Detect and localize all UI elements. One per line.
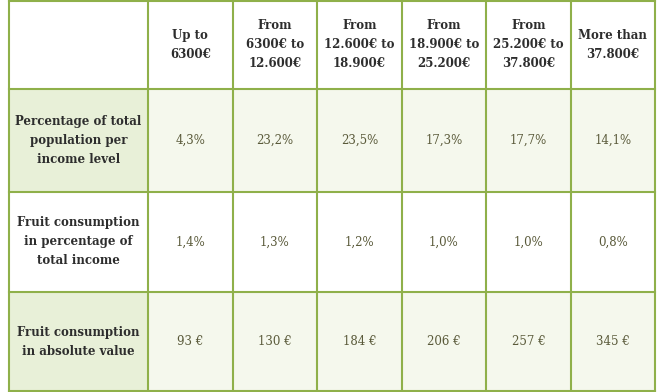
Bar bbox=[9, 292, 148, 391]
Text: 23,5%: 23,5% bbox=[341, 134, 378, 147]
Text: 1,0%: 1,0% bbox=[429, 236, 459, 249]
Bar bbox=[233, 1, 317, 89]
Bar bbox=[233, 89, 317, 192]
Text: More than
37.800€: More than 37.800€ bbox=[578, 29, 647, 61]
Bar bbox=[571, 192, 655, 292]
Bar bbox=[571, 1, 655, 89]
Bar bbox=[148, 292, 233, 391]
Text: 1,3%: 1,3% bbox=[260, 236, 290, 249]
Text: Up to
6300€: Up to 6300€ bbox=[170, 29, 211, 61]
Bar bbox=[9, 1, 148, 89]
Text: 17,7%: 17,7% bbox=[510, 134, 547, 147]
Text: From
18.900€ to
25.200€: From 18.900€ to 25.200€ bbox=[409, 19, 479, 70]
Text: Fruit consumption
in absolute value: Fruit consumption in absolute value bbox=[17, 325, 140, 358]
Text: 257 €: 257 € bbox=[512, 335, 545, 348]
Text: 4,3%: 4,3% bbox=[175, 134, 205, 147]
Bar bbox=[401, 192, 486, 292]
Bar bbox=[571, 89, 655, 192]
Text: 1,4%: 1,4% bbox=[175, 236, 205, 249]
Bar bbox=[401, 292, 486, 391]
Bar bbox=[233, 192, 317, 292]
Bar bbox=[317, 89, 401, 192]
Bar bbox=[401, 1, 486, 89]
Bar bbox=[571, 292, 655, 391]
Bar bbox=[401, 89, 486, 192]
Bar bbox=[9, 192, 148, 292]
Text: From
6300€ to
12.600€: From 6300€ to 12.600€ bbox=[246, 19, 304, 70]
Bar bbox=[9, 89, 148, 192]
Bar bbox=[486, 1, 571, 89]
Bar bbox=[486, 89, 571, 192]
Text: 93 €: 93 € bbox=[177, 335, 204, 348]
Bar bbox=[486, 192, 571, 292]
Text: 23,2%: 23,2% bbox=[256, 134, 294, 147]
Text: 14,1%: 14,1% bbox=[595, 134, 631, 147]
Bar bbox=[233, 292, 317, 391]
Bar bbox=[317, 292, 401, 391]
Text: 184 €: 184 € bbox=[342, 335, 376, 348]
Bar bbox=[317, 192, 401, 292]
Bar bbox=[317, 1, 401, 89]
Text: 345 €: 345 € bbox=[596, 335, 630, 348]
Bar bbox=[486, 292, 571, 391]
Bar bbox=[148, 89, 233, 192]
Text: Fruit consumption
in percentage of
total income: Fruit consumption in percentage of total… bbox=[17, 216, 140, 267]
Text: 1,0%: 1,0% bbox=[514, 236, 543, 249]
Text: From
25.200€ to
37.800€: From 25.200€ to 37.800€ bbox=[493, 19, 564, 70]
Bar bbox=[148, 192, 233, 292]
Text: 206 €: 206 € bbox=[427, 335, 461, 348]
Text: From
12.600€ to
18.900€: From 12.600€ to 18.900€ bbox=[324, 19, 395, 70]
Text: 0,8%: 0,8% bbox=[598, 236, 628, 249]
Text: 17,3%: 17,3% bbox=[425, 134, 463, 147]
Text: Percentage of total
population per
income level: Percentage of total population per incom… bbox=[15, 115, 142, 166]
Text: 1,2%: 1,2% bbox=[344, 236, 374, 249]
Text: 130 €: 130 € bbox=[258, 335, 292, 348]
Bar bbox=[148, 1, 233, 89]
